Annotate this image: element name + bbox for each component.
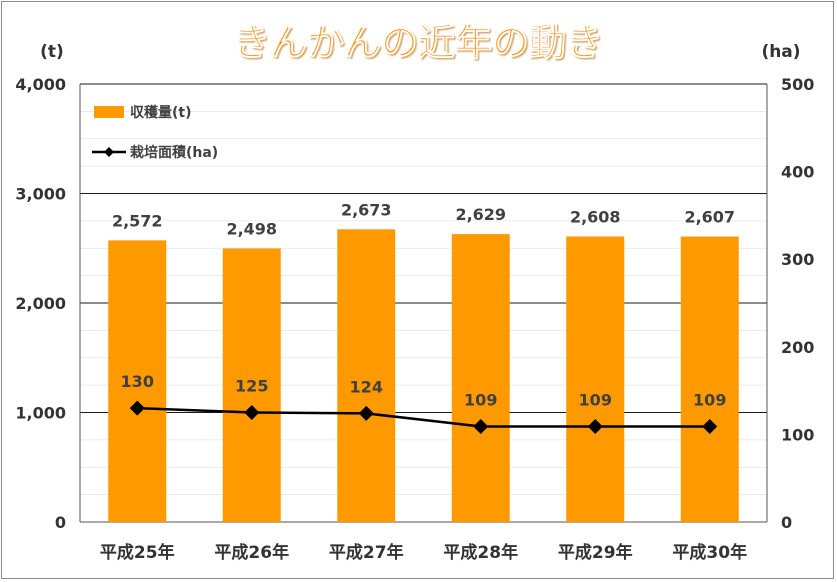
y-right-tick-label: 500 [781,75,814,94]
bar-data-label: 2,572 [112,211,163,230]
bar [337,229,396,522]
x-tick-label: 平成25年 [100,542,175,563]
y-right-tick-label: 300 [781,250,814,269]
x-tick-label: 平成26年 [214,542,289,563]
legend-line-marker [104,147,114,157]
bar-data-label: 2,629 [455,205,506,224]
line-point [702,419,718,435]
line-point [358,405,374,421]
y-left-tick-label: 4,000 [15,75,66,94]
bar-data-label: 2,673 [341,200,392,219]
line-data-label: 125 [235,377,268,396]
chart-title: きんかんの近年の動き [233,21,603,64]
plot-area: 0 1,000 2,000 3,000 4,000 0 100 200 300 400 500 平成2… [15,75,814,563]
bar-data-label: 2,607 [684,208,735,227]
bar [108,240,167,522]
x-tick-label: 平成27年 [329,542,404,563]
legend-bar-label: 収穫量(t) [130,104,192,121]
line-data-label: 109 [464,391,497,410]
area-line [137,406,710,428]
legend: 収穫量(t) 栽培面積(ha) [92,104,218,161]
bar [566,236,625,522]
bar [680,236,739,522]
line-point [129,400,145,416]
bar-data-label: 2,608 [570,207,621,226]
line-data-label: 109 [693,391,726,410]
y-right-tick-label: 100 [781,425,814,444]
bar-data-label: 2,498 [226,219,277,238]
x-tick-label: 平成29年 [558,542,633,563]
y-left-unit: (t) [40,42,64,62]
x-tick-label: 平成30年 [672,542,747,563]
y-left-tick-label: 2,000 [15,294,66,313]
line-point [244,405,260,420]
y-right-tick-label: 400 [781,163,814,182]
y-right-unit: (ha) [761,42,800,62]
y-left-tick-label: 0 [55,513,66,532]
bar [451,234,510,522]
y-right-tick-label: 0 [781,513,792,532]
legend-bar-swatch [94,106,124,118]
line-data-label: 124 [350,377,383,396]
line-point [587,419,603,435]
x-tick-label: 平成28年 [443,542,518,563]
y-left-tick-label: 3,000 [15,185,66,204]
y-left-tick-label: 1,000 [15,404,66,423]
line-point [473,419,489,435]
bar [222,248,281,522]
line-data-label: 130 [121,372,154,391]
legend-line-label: 栽培面積(ha) [130,144,218,161]
y-right-tick-label: 200 [781,338,814,357]
line-data-label: 109 [579,391,612,410]
